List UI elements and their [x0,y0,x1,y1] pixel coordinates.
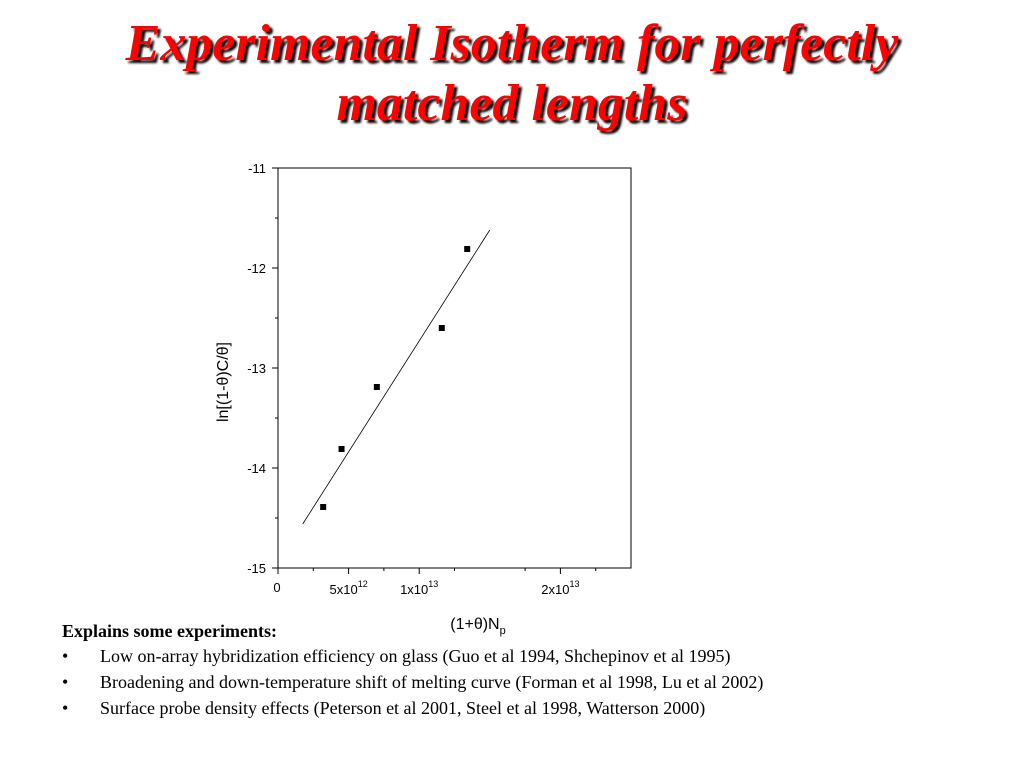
y-tick-label: -13 [247,361,266,376]
x-tick-label: 1x1013 [400,579,438,597]
x-tick-label: 0 [273,580,280,595]
data-points [320,246,471,510]
y-axis-ticks [272,167,278,569]
fit-line [302,229,491,525]
notes-list: • Low on-array hybridization efficiency o… [62,646,962,719]
plot-frame [277,167,632,569]
y-tick-label: -12 [247,261,266,276]
notes-item-text: Low on-array hybridization efficiency on… [100,646,731,666]
x-axis-label-main: (1+θ)N [450,616,499,633]
data-point [373,384,380,390]
data-point [438,325,445,331]
y-axis-label: ln[(1-θ)C/θ] [215,342,232,422]
x-tick-label: 5x1012 [329,579,367,597]
notes-item: • Broadening and down-temperature shift o… [62,672,962,693]
x-axis-label: (1+θ)Np [450,616,505,637]
data-point [338,446,345,452]
slide-title-line-1: Experimental Isotherm for perfectly [125,15,899,72]
bullet-icon: • [62,698,69,718]
notes-item-text: Surface probe density effects (Peterson … [100,698,706,718]
slide-title: Experimental Isotherm for perfectly matc… [0,14,1024,134]
notes-heading: Explains some experiments: [62,621,277,641]
slide-title-line-2: matched lengths [336,75,688,132]
y-tick-label: -15 [247,561,266,576]
y-tick-label: -11 [248,161,266,176]
x-tick-label: 2x1013 [541,579,579,597]
y-tick-label: -14 [247,461,266,476]
bullet-icon: • [62,672,69,692]
notes-item: • Low on-array hybridization efficiency o… [62,646,962,667]
bullet-icon: • [62,646,69,666]
notes-item: • Surface probe density effects (Peterson… [62,698,962,719]
x-axis-label-subscript: p [500,625,506,637]
notes-section: Explains some experiments: • Low on-array… [62,620,962,724]
y-axis-tick-labels: -11 -12 -13 -14 -15 [247,161,266,576]
data-point [464,246,471,252]
x-axis-ticks [277,568,597,574]
data-point [320,504,327,510]
x-axis-tick-labels: 0 5x1012 1x1013 2x1013 [273,579,579,597]
notes-item-text: Broadening and down-temperature shift of… [100,672,764,692]
